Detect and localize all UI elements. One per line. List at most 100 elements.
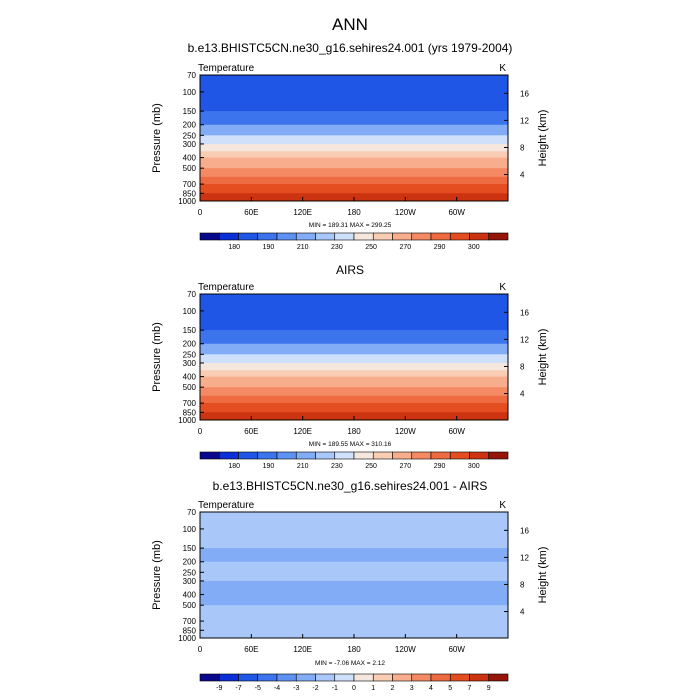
contour-band xyxy=(200,135,508,145)
y-tick-label: 250 xyxy=(183,131,197,140)
colorbar-swatch xyxy=(315,451,336,460)
y-tick-label: 100 xyxy=(183,525,197,534)
x-tick-label: 120W xyxy=(395,427,416,436)
page-title: ANN xyxy=(332,15,368,34)
contour-band xyxy=(200,310,508,331)
y-tick-label: 70 xyxy=(187,290,196,299)
y-axis-label: Pressure (mb) xyxy=(151,103,163,173)
colorbar-swatch xyxy=(257,673,278,682)
y2-tick-label: 8 xyxy=(520,143,525,152)
colorbar-swatch xyxy=(199,232,220,241)
colorbar-label: 270 xyxy=(399,463,411,470)
chart-title: b.e13.BHISTC5CN.ne30_g16.sehires24.001 -… xyxy=(213,479,488,493)
colorbar-swatch xyxy=(392,673,413,682)
colorbar-swatch xyxy=(449,673,470,682)
colorbar-label: -4 xyxy=(274,685,280,692)
y2-tick-label: 8 xyxy=(520,362,525,371)
colorbar-label: 190 xyxy=(263,463,275,470)
colorbar-label: 230 xyxy=(331,244,343,251)
colorbar-swatch xyxy=(238,673,259,682)
colorbar-swatch xyxy=(411,451,432,460)
contour-band xyxy=(200,111,508,126)
contour-band xyxy=(200,143,508,152)
min-max-stats: MIN = 189.55 MAX = 310.16 xyxy=(309,441,392,448)
x-tick-label: 0 xyxy=(198,427,203,436)
colorbar-swatch xyxy=(353,451,374,460)
contour-band xyxy=(200,168,508,178)
colorbar-swatch xyxy=(430,232,451,241)
y-tick-label: 150 xyxy=(183,544,197,553)
colorbar-label: 300 xyxy=(468,244,480,251)
y2-tick-label: 12 xyxy=(520,553,529,562)
colorbar-swatch xyxy=(276,673,297,682)
y-tick-label: 70 xyxy=(187,508,196,517)
colorbar-label: 180 xyxy=(228,463,240,470)
x-tick-label: 120E xyxy=(293,208,312,217)
y-axis-label: Pressure (mb) xyxy=(151,540,163,610)
height-axis: 16 12 8 4 xyxy=(504,308,529,399)
chart-title: AIRS xyxy=(336,263,364,277)
colorbar-label: 300 xyxy=(468,463,480,470)
units-label: K xyxy=(499,500,506,511)
colorbar-label: -1 xyxy=(332,685,338,692)
chart-title: b.e13.BHISTC5CN.ne30_g16.sehires24.001 (… xyxy=(188,41,513,55)
y-axis-label: Pressure (mb) xyxy=(151,322,163,392)
y-tick-label: 500 xyxy=(183,164,197,173)
x-tick-label: 60E xyxy=(244,645,258,654)
colorbar-swatch xyxy=(218,451,239,460)
contour-band xyxy=(200,354,508,364)
contour-band xyxy=(200,395,508,404)
contour-band xyxy=(200,605,508,622)
height-axis: 16 12 8 4 xyxy=(504,89,529,180)
colorbar-swatch xyxy=(488,673,509,682)
colorbar-label: 9 xyxy=(487,685,491,692)
colorbar: 180 190 210 230 250 270 290 300 xyxy=(199,232,509,251)
colorbar-swatch xyxy=(392,232,413,241)
contour-band xyxy=(200,91,508,112)
colorbar-swatch xyxy=(218,232,239,241)
contour-band xyxy=(200,362,508,371)
colorbar-swatch xyxy=(469,451,490,460)
colorbar-swatch xyxy=(334,232,355,241)
colorbar-label: -2 xyxy=(312,685,318,692)
colorbar-swatch xyxy=(372,451,393,460)
colorbar-swatch xyxy=(315,232,336,241)
contour-band xyxy=(200,528,508,549)
y-tick-label: 850 xyxy=(183,626,197,635)
x-tick-label: 120E xyxy=(293,427,312,436)
x-tick-label: 0 xyxy=(198,208,203,217)
y2-axis-label: Height (km) xyxy=(537,110,549,167)
colorbar-swatch xyxy=(199,673,220,682)
x-tick-label: 180 xyxy=(347,645,361,654)
contour-band xyxy=(200,561,508,582)
colorbar-swatch xyxy=(218,673,239,682)
x-tick-label: 180 xyxy=(347,208,361,217)
min-max-stats: MIN = 189.31 MAX = 299.25 xyxy=(309,222,392,229)
colorbar-swatch xyxy=(488,232,509,241)
longitude-axis: 0 60E 120E 180 120W 60W xyxy=(198,416,465,436)
colorbar-swatch xyxy=(295,232,316,241)
units-label: K xyxy=(499,282,506,293)
y-tick-label: 500 xyxy=(183,383,197,392)
colorbar-swatch xyxy=(411,232,432,241)
colorbar-swatch xyxy=(353,673,374,682)
colorbar-label: 180 xyxy=(228,244,240,251)
variable-label: Temperature xyxy=(198,500,255,511)
y-tick-label: 700 xyxy=(183,617,197,626)
colorbar-swatch xyxy=(238,232,259,241)
colorbar-label: 7 xyxy=(468,685,472,692)
variable-label: Temperature xyxy=(198,63,255,74)
y2-tick-label: 4 xyxy=(520,390,525,399)
y2-tick-label: 16 xyxy=(520,89,529,98)
colorbar: -9 -7 -5 -4 -3 -2 -1 0 1 2 3 4 5 7 9 xyxy=(199,673,509,692)
colorbar-label: 1 xyxy=(371,685,375,692)
y-tick-label: 700 xyxy=(183,180,197,189)
contour-band xyxy=(200,580,508,606)
colorbar-swatch xyxy=(238,451,259,460)
colorbar-label: 210 xyxy=(297,244,309,251)
contour-band xyxy=(200,330,508,345)
height-axis: 16 12 8 4 xyxy=(504,526,529,617)
colorbar-swatch xyxy=(372,232,393,241)
